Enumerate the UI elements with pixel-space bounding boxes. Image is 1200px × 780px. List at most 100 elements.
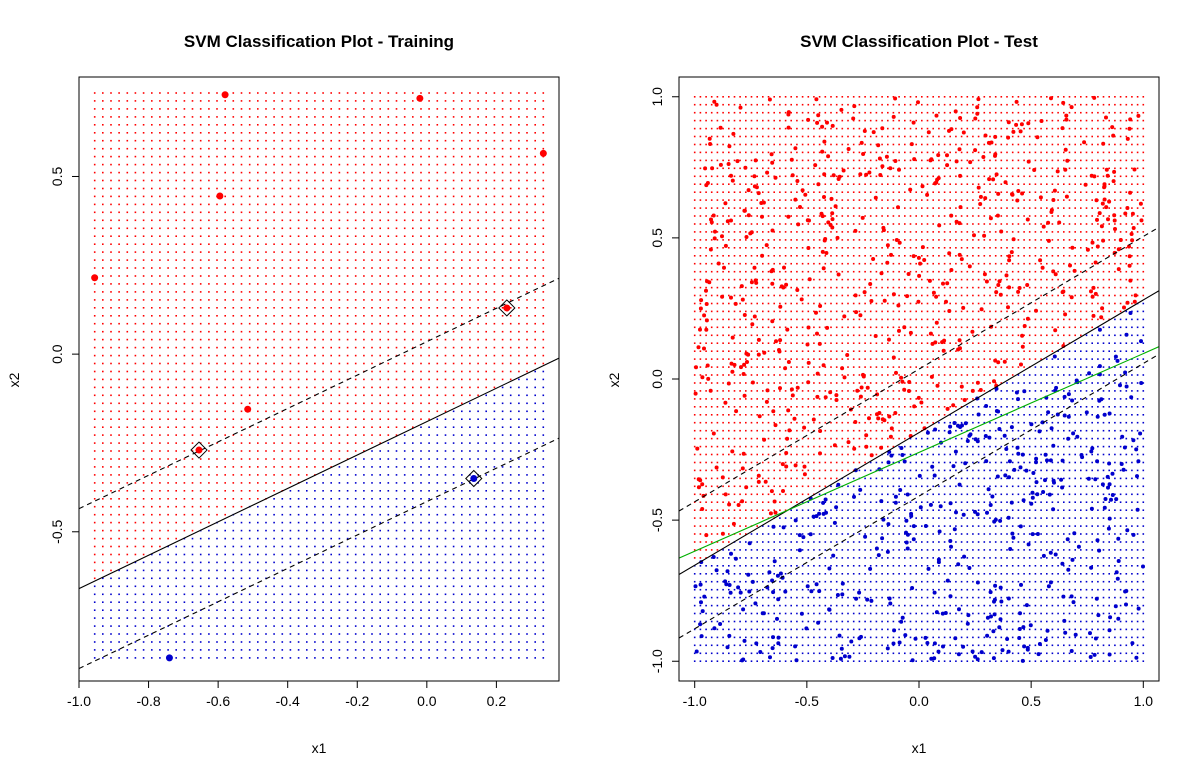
grid-dot — [110, 386, 112, 389]
grid-dot — [898, 612, 900, 615]
grid-dot — [875, 636, 878, 639]
grid-dot — [501, 657, 504, 659]
grid-dot — [830, 644, 832, 647]
grid-dot — [1102, 604, 1105, 607]
grid-dot — [461, 147, 463, 150]
grid-dot — [461, 163, 463, 166]
grid-dot — [904, 612, 906, 615]
grid-dot — [102, 338, 104, 341]
grid-dot — [387, 641, 390, 643]
grid-dot — [436, 203, 439, 206]
grid-dot — [151, 100, 153, 102]
grid-dot — [142, 617, 145, 619]
grid-dot — [142, 474, 145, 476]
grid-dot — [983, 620, 986, 623]
grid-dot — [960, 628, 963, 631]
grid-dot — [420, 418, 422, 420]
grid-dot — [306, 394, 308, 397]
grid-dot — [175, 641, 177, 643]
grid-dot — [93, 354, 96, 357]
grid-dot — [118, 251, 120, 253]
grid-dot — [265, 529, 267, 532]
grid-dot — [461, 625, 463, 627]
grid-dot — [142, 307, 145, 309]
grid-dot — [183, 346, 186, 349]
grid-dot — [118, 283, 120, 285]
grid-dot — [102, 434, 104, 436]
grid-dot — [841, 660, 844, 662]
grid-dot — [216, 490, 218, 492]
grid-dot — [379, 394, 381, 397]
grid-dot — [801, 580, 804, 583]
grid-dot — [412, 100, 414, 102]
grid-dot — [346, 617, 349, 619]
grid-dot — [452, 171, 455, 174]
grid-dot — [175, 179, 177, 182]
grid-dot — [739, 612, 741, 615]
grid-dot — [118, 585, 120, 588]
grid-dot — [1136, 636, 1139, 639]
grid-dot — [134, 315, 137, 317]
grid-dot — [534, 124, 536, 126]
grid-dot — [257, 641, 259, 643]
grid-dot — [485, 505, 487, 508]
grid-dot — [420, 513, 422, 516]
grid-dot — [354, 227, 357, 230]
grid-dot — [428, 243, 430, 245]
grid-dot — [159, 275, 161, 277]
grid-dot — [134, 426, 137, 428]
grid-dot — [1142, 580, 1145, 583]
grid-dot — [509, 633, 512, 635]
grid-dot — [452, 124, 455, 126]
grid-dot — [306, 529, 308, 532]
grid-dot — [208, 418, 210, 420]
grid-dot — [509, 593, 512, 596]
grid-dot — [534, 338, 536, 341]
grid-dot — [281, 307, 284, 309]
grid-dot — [159, 132, 161, 134]
grid-dot — [191, 537, 194, 540]
grid-dot — [501, 307, 504, 309]
grid-dot — [289, 378, 292, 381]
grid-dot — [452, 402, 455, 405]
grid-dot — [338, 291, 341, 293]
grid-dot — [273, 155, 275, 158]
grid-dot — [273, 187, 275, 190]
grid-dot — [289, 147, 292, 150]
grid-dot — [199, 585, 202, 588]
grid-dot — [493, 338, 496, 341]
grid-dot — [151, 402, 153, 405]
grid-dot — [224, 521, 226, 524]
grid-dot — [790, 652, 792, 655]
grid-dot — [461, 490, 463, 492]
grid-dot — [869, 580, 872, 583]
grid-dot — [93, 219, 96, 222]
grid-dot — [534, 434, 536, 436]
grid-dot — [943, 628, 946, 631]
grid-dot — [110, 243, 112, 245]
grid-dot — [1097, 588, 1099, 591]
grid-dot — [151, 545, 153, 548]
grid-dot — [216, 505, 218, 508]
grid-dot — [461, 330, 463, 333]
grid-dot — [159, 450, 161, 452]
grid-dot — [898, 596, 900, 599]
grid-dot — [126, 641, 129, 643]
grid-dot — [412, 259, 414, 261]
grid-dot — [363, 466, 365, 468]
grid-dot — [813, 636, 815, 639]
grid-dot — [240, 346, 243, 349]
grid-dot — [733, 580, 736, 583]
grid-dot — [338, 617, 341, 619]
grid-dot — [485, 346, 487, 349]
grid-dot — [469, 402, 471, 405]
grid-dot — [501, 251, 504, 253]
grid-dot — [232, 649, 235, 651]
grid-dot — [835, 644, 838, 647]
grid-dot — [322, 577, 324, 580]
grid-dot — [322, 354, 324, 357]
grid-dot — [240, 322, 243, 325]
grid-dot — [134, 585, 137, 588]
grid-dot — [428, 458, 430, 460]
grid-dot — [102, 633, 104, 635]
